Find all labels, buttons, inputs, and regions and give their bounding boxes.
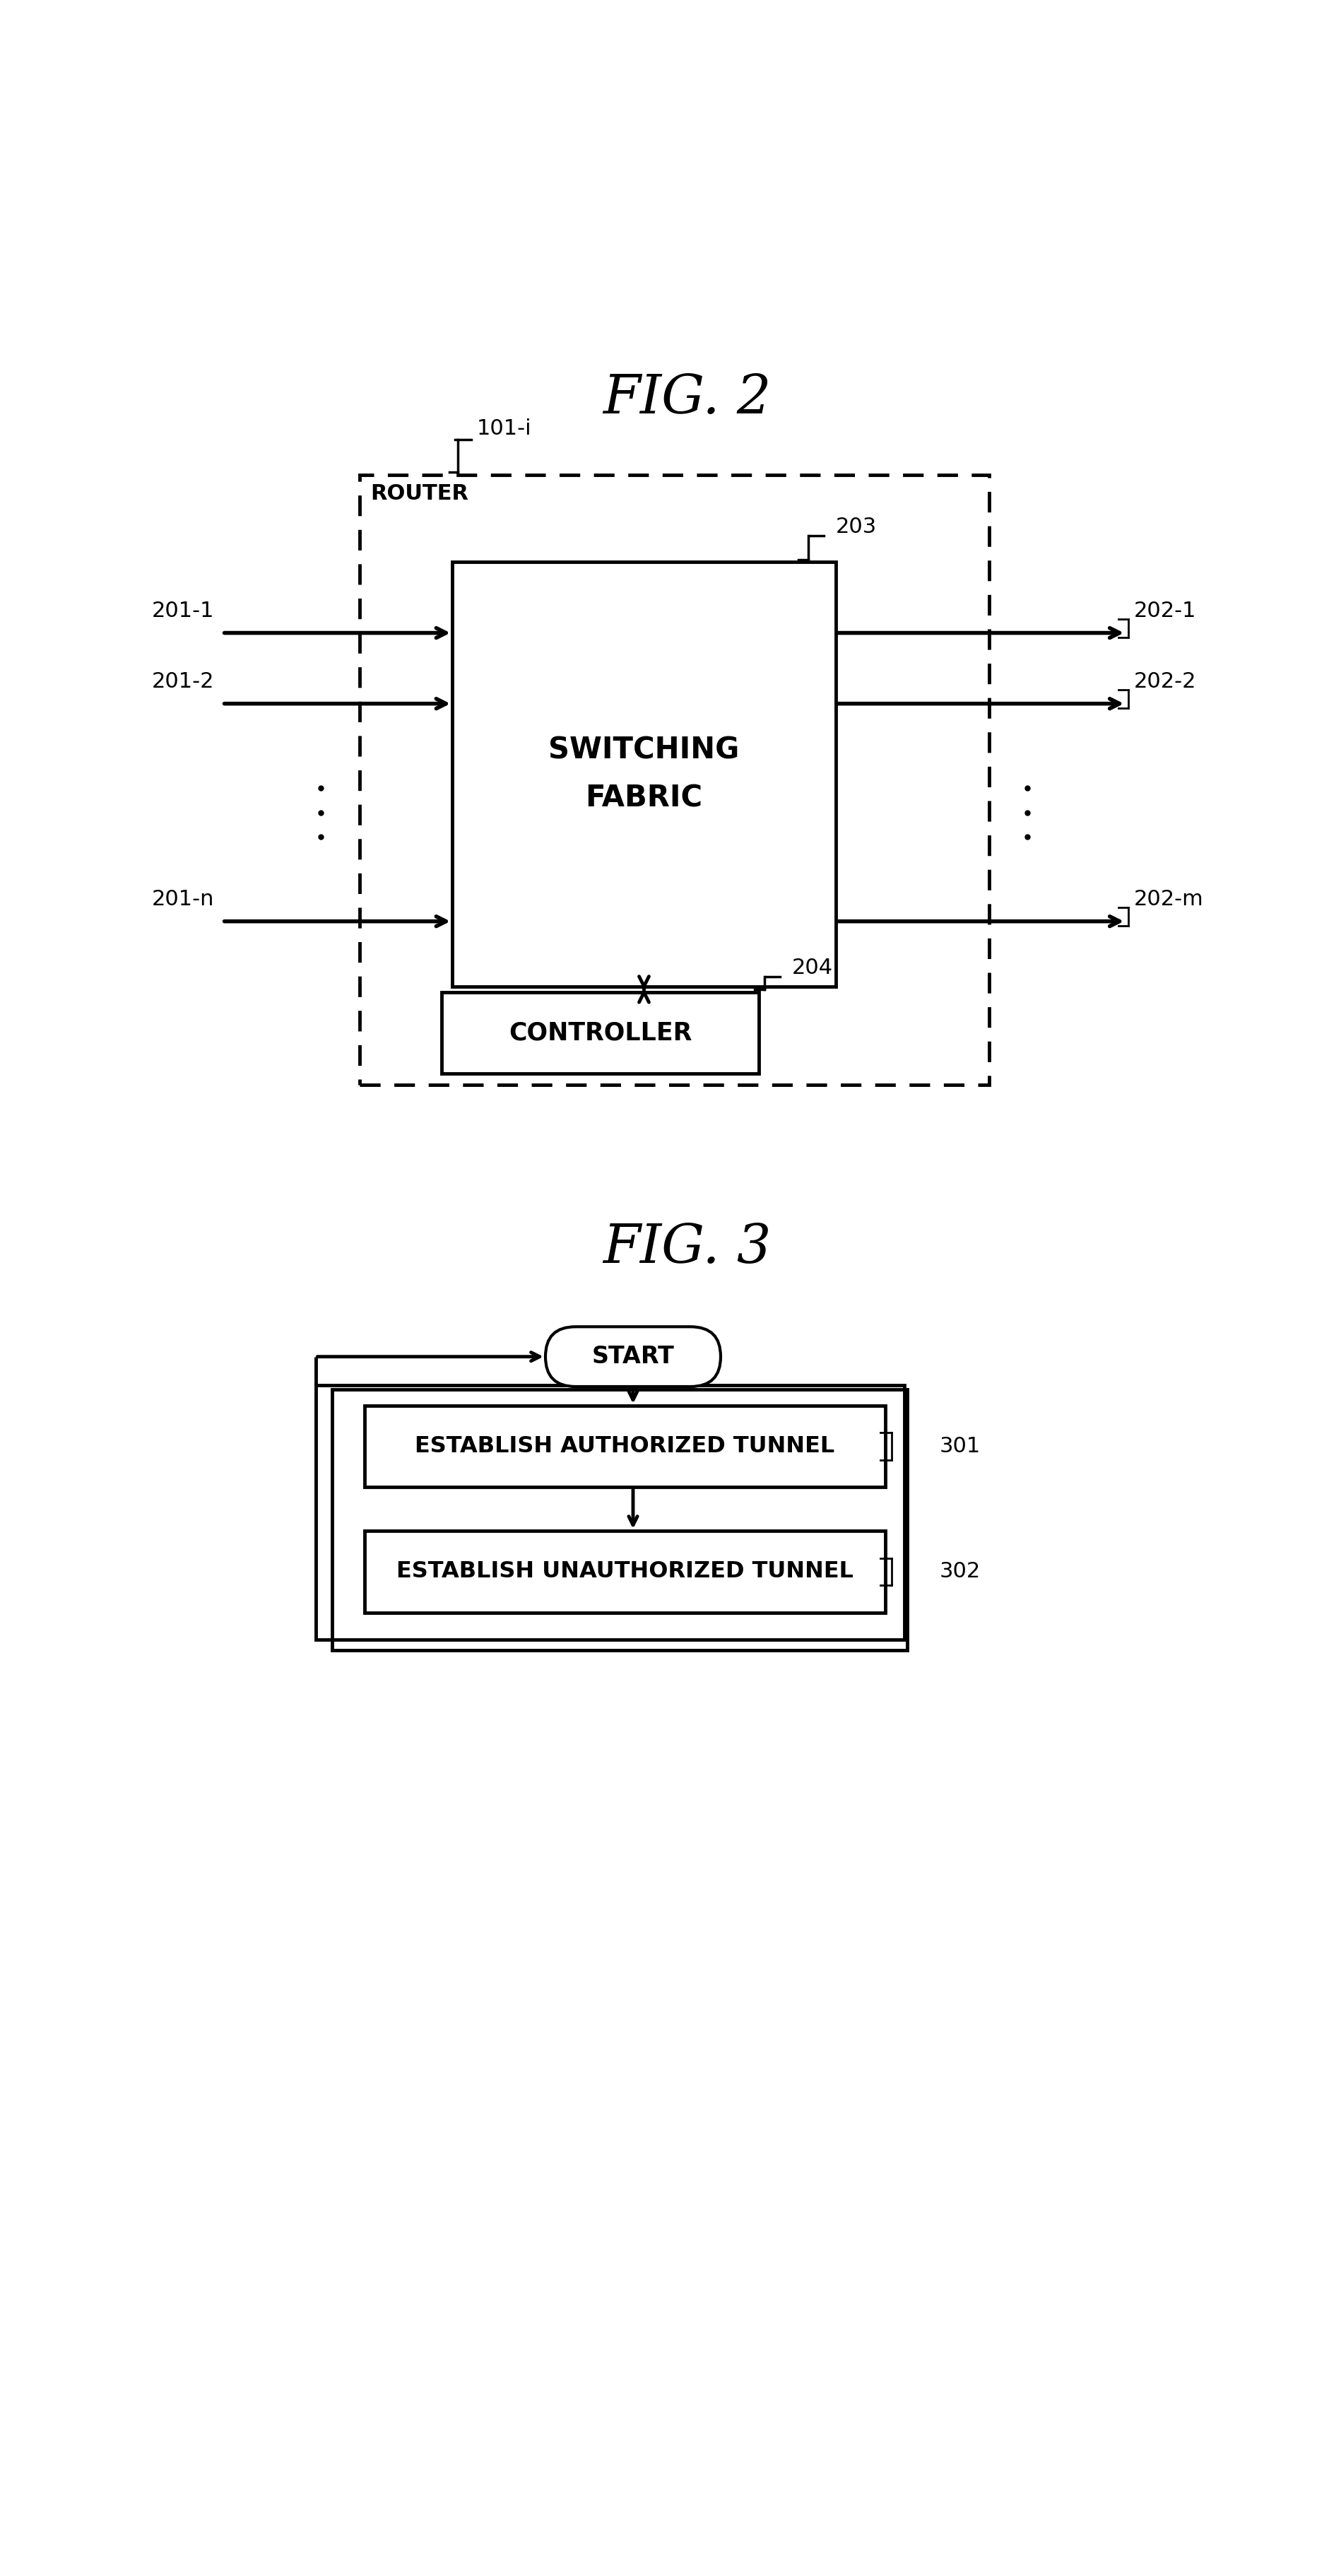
Text: ROUTER: ROUTER xyxy=(370,484,468,505)
FancyBboxPatch shape xyxy=(546,1327,720,1386)
Text: 302: 302 xyxy=(940,1561,980,1582)
Bar xyxy=(331,1388,907,1651)
Text: 203: 203 xyxy=(835,518,877,536)
Text: 204: 204 xyxy=(791,958,833,979)
Text: 202-m: 202-m xyxy=(1134,889,1204,909)
Bar xyxy=(365,1406,885,1486)
Text: FIG. 2: FIG. 2 xyxy=(603,374,771,425)
Text: 201-n: 201-n xyxy=(152,889,215,909)
Text: CONTROLLER: CONTROLLER xyxy=(508,1020,692,1046)
Text: 202-2: 202-2 xyxy=(1134,672,1196,693)
Text: START: START xyxy=(591,1345,675,1368)
Bar xyxy=(365,1530,885,1613)
Bar xyxy=(452,562,835,987)
Bar xyxy=(359,474,988,1084)
Text: ESTABLISH UNAUTHORIZED TUNNEL: ESTABLISH UNAUTHORIZED TUNNEL xyxy=(397,1561,853,1582)
Text: 202-1: 202-1 xyxy=(1134,600,1196,621)
Text: ESTABLISH AUTHORIZED TUNNEL: ESTABLISH AUTHORIZED TUNNEL xyxy=(414,1435,834,1458)
Text: 101-i: 101-i xyxy=(477,417,532,438)
Text: 201-2: 201-2 xyxy=(152,672,215,693)
Text: 301: 301 xyxy=(940,1437,980,1455)
Text: FIG. 3: FIG. 3 xyxy=(603,1221,771,1275)
Bar xyxy=(441,992,759,1074)
Bar xyxy=(315,1386,904,1641)
Text: SWITCHING
FABRIC: SWITCHING FABRIC xyxy=(548,734,739,814)
Text: 201-1: 201-1 xyxy=(152,600,215,621)
